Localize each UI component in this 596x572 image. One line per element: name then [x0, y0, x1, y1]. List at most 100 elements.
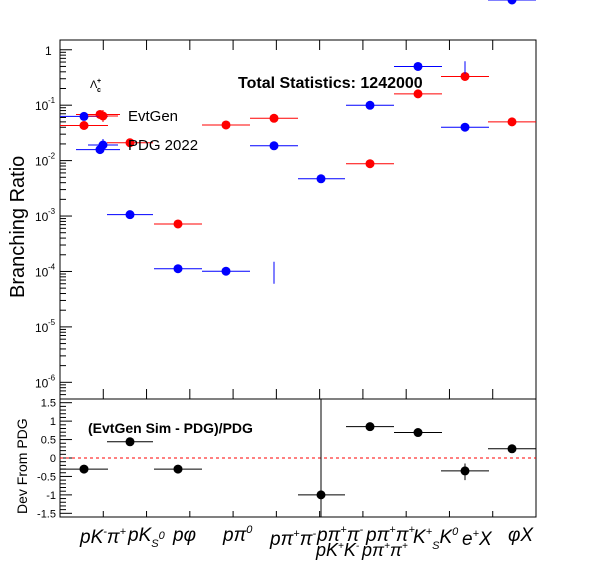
x-tick-tail: π [107, 527, 121, 548]
legend-marker-pdg [98, 140, 108, 150]
deviation-point [460, 466, 470, 476]
tick-base: 10 [35, 265, 49, 279]
top-y-axis: 10 -610 -510 -410 -310 -210 -11 [35, 40, 537, 400]
top-y-tick-label: 1 [45, 44, 52, 58]
x-tick-main: pπ [269, 529, 295, 550]
legend-label-evtgen: EvtGen [128, 108, 178, 125]
x-tick-sup: + [389, 524, 396, 536]
x-tick-label: e+X [462, 528, 493, 550]
x-tick-label: pπ+π- [316, 524, 363, 546]
x-tick-label: pK-π+ [79, 526, 127, 548]
pdg-point [125, 210, 135, 220]
tick-exponent: -3 [48, 207, 56, 216]
top-y-tick-label: 10 -2 [35, 152, 56, 169]
tick-exponent: -6 [48, 373, 56, 382]
x-tick-label: pπ+π+ [365, 524, 415, 546]
bottom-y-axis-label: Dev From PDG [14, 418, 30, 514]
x-tick-main: pπ [316, 525, 342, 546]
x-tick-sup: 0 [246, 524, 253, 536]
particle-superscript: + [97, 78, 101, 85]
x-tick-main: pK [315, 540, 339, 560]
top-y-tick-label: 10 -6 [35, 373, 56, 390]
x-tick-sup: + [426, 526, 433, 538]
legend-marker-evtgen [98, 111, 108, 121]
bottom-y-axis: -1.5 -1 -0.5 0 0.5 1 1.5 [37, 398, 537, 520]
x-tick-label: pKS0 [127, 525, 166, 550]
x-tick-labels: pK-π+ pKS0 pφ pπ0 pπ+π-pπ+π-pπ+π+K+SK0 e+X φXp… [79, 524, 534, 560]
evtgen-point [221, 120, 231, 130]
bottom-y-tick-label: 0.5 [41, 435, 56, 447]
bottom-y-tick-label: -1.5 [37, 508, 56, 520]
bottom-y-tick-label: 0 [50, 453, 56, 465]
tick-exponent: -5 [48, 318, 56, 327]
evtgen-point [365, 159, 375, 169]
evtgen-point [269, 113, 279, 123]
top-y-tick-label: 10 -5 [35, 318, 56, 335]
x-tick-main: K [413, 527, 427, 548]
bottom-y-tick-label: -1 [46, 490, 56, 502]
top-y-tick-label: 10 -3 [35, 207, 56, 224]
pdg-point [316, 174, 326, 184]
bottom-data-points [60, 399, 536, 517]
x-tick-label-overlap: pπ+π+ [361, 540, 408, 560]
x-tick-label: K+SK0 [413, 526, 459, 552]
x-tick-main: φX [508, 525, 534, 546]
bottom-y-tick-label: 1 [50, 416, 56, 428]
evtgen-point [125, 138, 135, 148]
x-tick-sup: - [103, 526, 107, 538]
pdg-point [221, 266, 231, 276]
x-tick-tail: π [396, 525, 410, 546]
x-tick-tail: K [344, 540, 357, 560]
x-tick-tail-sup: + [402, 541, 408, 552]
x-tick-sub: S [432, 540, 440, 552]
evtgen-point [413, 89, 423, 99]
top-data-points [60, 0, 536, 284]
x-tick-sup: + [340, 524, 347, 536]
top-y-tick-label: 10 -4 [35, 262, 56, 279]
tick-exponent: -4 [48, 262, 56, 271]
tick-exponent: -1 [48, 96, 56, 105]
pdg-point [365, 100, 375, 110]
x-tick-main: pπ [222, 525, 248, 546]
x-tick-tail-sup: 0 [159, 530, 166, 542]
pdg-point [269, 141, 279, 151]
deviation-point [365, 422, 375, 432]
x-tick-sub: S [151, 538, 159, 550]
x-tick-tail-sup: - [356, 541, 360, 552]
x-tick-sup: + [384, 541, 390, 552]
particle-subscript: c [97, 87, 101, 94]
x-tick-tail: K [439, 527, 453, 548]
x-tick-tail-sup: + [120, 526, 127, 538]
x-tick-label: pπ+π- [269, 528, 316, 550]
x-tick-main: pπ [365, 525, 391, 546]
evtgen-point [507, 117, 517, 127]
x-tick-tail-sup: 0 [452, 526, 459, 538]
x-tick-tail: π [347, 525, 361, 546]
evtgen-point [79, 121, 89, 131]
tick-base: 10 [35, 99, 49, 113]
deviation-annotation: (EvtGen Sim - PDG)/PDG [88, 420, 253, 436]
legend-label-pdg: PDG 2022 [128, 137, 198, 154]
tick-base: 10 [35, 376, 49, 390]
x-tick-tail-sup: - [312, 528, 316, 540]
deviation-point [173, 464, 183, 474]
deviation-point [79, 464, 89, 474]
tick-base: 10 [35, 155, 49, 169]
tick-base: 1 [45, 44, 52, 58]
x-tick-tail: π [300, 529, 314, 550]
bottom-y-tick-label: -0.5 [37, 471, 56, 483]
x-tick-tail-sup: + [408, 524, 415, 536]
evtgen-point [173, 219, 183, 229]
deviation-point [316, 490, 326, 500]
x-tick-main: pK [79, 527, 105, 548]
x-tick-sup: + [293, 528, 300, 540]
x-tick-label: pπ0 [222, 524, 253, 546]
x-tick-label-overlap: pK+K- [315, 540, 360, 560]
pdg-point [460, 122, 470, 132]
pdg-point [507, 0, 517, 5]
x-tick-label: pφ [172, 525, 196, 546]
top-y-tick-label: 10 -1 [35, 96, 56, 113]
tick-base: 10 [35, 210, 49, 224]
